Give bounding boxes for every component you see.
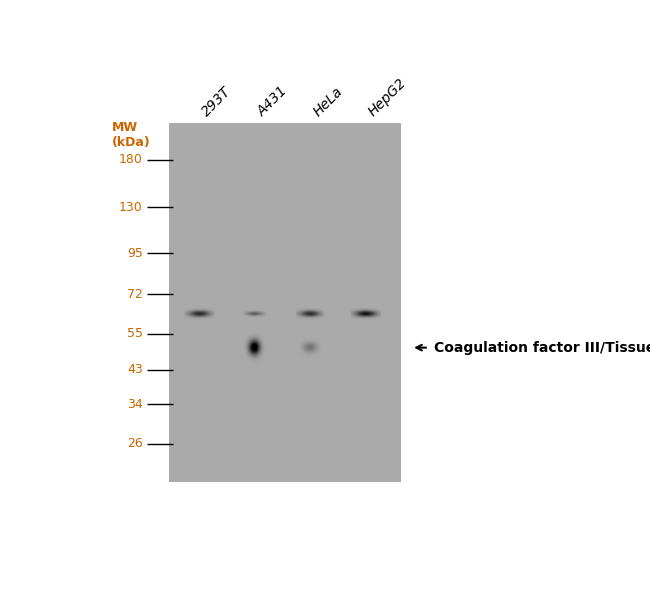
Text: 293T: 293T [200, 84, 235, 119]
Text: 72: 72 [127, 288, 143, 301]
Text: 26: 26 [127, 437, 143, 450]
Text: Coagulation factor III/Tissue Factor: Coagulation factor III/Tissue Factor [434, 340, 650, 355]
Text: 180: 180 [119, 153, 143, 166]
Text: 95: 95 [127, 247, 143, 260]
Text: 34: 34 [127, 398, 143, 411]
Text: 130: 130 [119, 201, 143, 214]
Text: 55: 55 [127, 327, 143, 340]
Text: 43: 43 [127, 364, 143, 377]
Text: HeLa: HeLa [311, 84, 345, 119]
Text: HepG2: HepG2 [366, 76, 410, 119]
Text: MW
(kDa): MW (kDa) [112, 122, 150, 149]
Text: A431: A431 [255, 84, 291, 119]
